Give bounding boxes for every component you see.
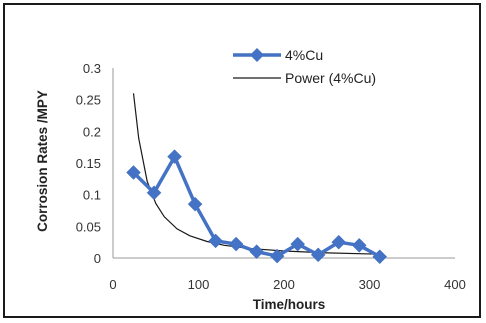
y-tick-label: 0.05 [76,219,101,234]
x-tick-label: 0 [109,277,116,292]
data-point-marker [167,149,182,165]
x-tick-labels: 0 100 200 300 400 [109,277,465,292]
trend-line-group [132,93,380,255]
data-point-marker [269,248,285,264]
x-axis-title: Time/hours [253,297,326,312]
x-tick-label: 300 [359,277,381,292]
y-tick-label: 0 [94,251,101,266]
data-point-marker [228,236,244,252]
x-tick-label: 100 [188,277,210,292]
data-point-marker [372,249,388,265]
legend: 4%Cu Power (4%Cu) [233,47,376,86]
legend-label-4cu: 4%Cu [285,47,323,63]
y-axis-title: Corrosion Rates /MPY [35,90,50,232]
power-trend-line [132,93,380,255]
axes [112,68,455,259]
y-tick-labels: 0 0.05 0.1 0.15 0.2 0.25 0.3 [76,61,101,266]
data-point-marker [208,233,223,249]
data-point-marker [146,185,162,201]
data-point-marker [351,237,367,253]
legend-label-power: Power (4%Cu) [285,70,376,86]
y-tick-label: 0.15 [76,156,101,171]
y-tick-label: 0.3 [83,61,101,76]
data-point-marker [290,236,306,252]
data-series-group [126,149,388,265]
y-tick-label: 0.1 [83,188,101,203]
data-point-marker [331,234,347,250]
data-point-marker [126,165,141,180]
data-point-marker [249,244,264,260]
data-point-marker [310,247,326,263]
x-tick-label: 200 [273,277,295,292]
legend-marker-4cu [250,48,264,62]
data-point-marker [187,196,203,212]
y-tick-label: 0.2 [83,124,101,139]
x-tick-label: 400 [444,277,466,292]
y-tick-label: 0.25 [76,93,101,108]
